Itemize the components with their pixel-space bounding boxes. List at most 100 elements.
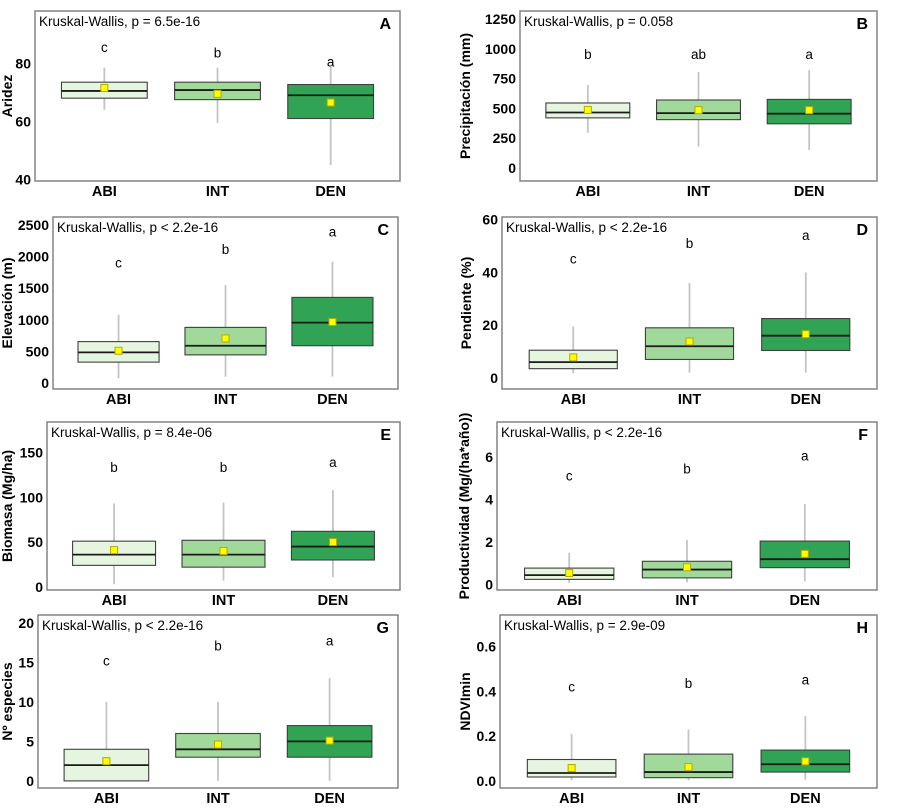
boxplot-int bbox=[174, 67, 261, 123]
kruskal-wallis-label: Kruskal-Wallis, p = 8.4e-06 bbox=[51, 425, 212, 440]
mean-point bbox=[328, 318, 337, 327]
x-category-label: DEN bbox=[790, 392, 821, 404]
y-tick-label: 2 bbox=[485, 534, 493, 550]
mean-point bbox=[685, 337, 694, 346]
boxplot-int bbox=[184, 285, 267, 377]
x-category-label: ABI bbox=[561, 392, 586, 404]
x-category-label: DEN bbox=[790, 791, 821, 807]
y-tick-label: 0 bbox=[26, 773, 34, 789]
x-category-label: ABI bbox=[94, 791, 119, 807]
boxplot-abi bbox=[77, 314, 160, 379]
y-axis-title: Aridez bbox=[0, 75, 15, 118]
panel-H: 0.0 0.2 0.4 0.6 NDVImin Kruskal-Wallis, p = 2… bbox=[457, 614, 878, 807]
mean-point bbox=[801, 757, 810, 766]
kruskal-wallis-label: Kruskal-Wallis, p < 2.2e-16 bbox=[501, 425, 662, 440]
significance-letter: b bbox=[584, 47, 592, 62]
significance-letter: b bbox=[222, 242, 230, 257]
x-category-label: ABI bbox=[102, 593, 127, 606]
boxplot-abi bbox=[524, 552, 615, 583]
boxplot-den bbox=[766, 70, 852, 151]
x-category-label: INT bbox=[206, 791, 230, 807]
y-tick-label: 50 bbox=[27, 534, 43, 550]
significance-letter: a bbox=[801, 449, 809, 464]
panel-G: 0 5 10 15 20 Nº especies Kruskal-Wallis, p < 2… bbox=[0, 614, 399, 807]
y-tick-label: 150 bbox=[20, 444, 44, 460]
significance-letter: b bbox=[220, 460, 228, 475]
x-category-label: DEN bbox=[314, 791, 345, 807]
y-tick-label: 250 bbox=[493, 130, 517, 146]
significance-letter: b bbox=[685, 676, 693, 691]
significance-letter: a bbox=[802, 673, 810, 688]
kruskal-wallis-label: Kruskal-Wallis, p = 0.058 bbox=[524, 14, 673, 29]
panel-D: 0 20 40 60 Pendiente (%) Kruskal-Wallis, p < … bbox=[458, 212, 878, 404]
kruskal-wallis-label: Kruskal-Wallis, p < 2.2e-16 bbox=[57, 220, 218, 235]
y-tick-label: 1250 bbox=[485, 11, 516, 27]
significance-letter: c bbox=[566, 469, 573, 484]
y-tick-label: 750 bbox=[493, 71, 517, 87]
mean-point bbox=[683, 563, 691, 572]
panel-letter: F bbox=[858, 427, 868, 444]
significance-letter: c bbox=[101, 40, 108, 55]
panel-E: 0 50 100 150 Biomasa (Mg/ha) Kruskal-Wallis, … bbox=[0, 421, 401, 606]
y-tick-label: 4 bbox=[485, 492, 493, 508]
mean-point bbox=[114, 346, 123, 355]
x-category-label: ABI bbox=[92, 184, 117, 200]
significance-letter: c bbox=[103, 653, 110, 668]
x-category-label: ABI bbox=[559, 791, 584, 807]
x-category-label: DEN bbox=[794, 184, 825, 200]
y-tick-label: 1000 bbox=[18, 312, 49, 328]
panel-B: 0 250 500 750 1000 1250 Precipitación (mm) Krus… bbox=[457, 10, 878, 200]
mean-point bbox=[213, 89, 222, 98]
mean-point bbox=[328, 538, 337, 547]
y-tick-label: 100 bbox=[20, 489, 44, 505]
mean-point bbox=[110, 546, 119, 555]
mean-point bbox=[326, 98, 335, 107]
y-tick-label: 0 bbox=[508, 160, 516, 176]
y-tick-label: 0.0 bbox=[477, 773, 497, 789]
x-category-label: INT bbox=[678, 392, 702, 404]
boxplot-den bbox=[761, 272, 851, 373]
boxplot-abi bbox=[63, 701, 150, 782]
boxplot-abi bbox=[526, 733, 617, 781]
y-tick-label: 2500 bbox=[18, 217, 49, 233]
panel-letter: A bbox=[379, 16, 391, 33]
boxplot-int bbox=[644, 282, 735, 373]
y-tick-label: 0.6 bbox=[477, 638, 497, 654]
panel-letter: G bbox=[377, 620, 389, 637]
x-category-label: INT bbox=[212, 593, 236, 606]
significance-letter: c bbox=[568, 679, 575, 694]
boxplot-int bbox=[641, 540, 733, 583]
mean-point bbox=[801, 330, 810, 339]
boxplot-den bbox=[760, 715, 851, 780]
mean-point bbox=[567, 764, 576, 773]
y-tick-label: 0 bbox=[35, 579, 43, 595]
significance-letter: a bbox=[329, 224, 337, 239]
y-axis-title: Precipitación (mm) bbox=[457, 33, 473, 159]
y-tick-label: 40 bbox=[482, 264, 498, 280]
y-axis-title: Nº especies bbox=[0, 662, 15, 740]
kruskal-wallis-label: Kruskal-Wallis, p < 2.2e-16 bbox=[506, 220, 667, 235]
x-category-label: DEN bbox=[315, 184, 346, 200]
mean-point bbox=[694, 106, 703, 115]
y-tick-label: 0 bbox=[41, 375, 49, 391]
boxplot-abi bbox=[528, 326, 618, 374]
y-axis-title: Biomasa (Mg/ha) bbox=[0, 450, 15, 562]
x-category-label: INT bbox=[675, 593, 699, 606]
y-tick-label: 60 bbox=[482, 212, 498, 228]
boxplot-int bbox=[181, 502, 266, 581]
y-axis-title: NDVImin bbox=[457, 672, 473, 730]
boxplot-int bbox=[656, 71, 741, 147]
panel-letter: E bbox=[380, 427, 391, 444]
mean-point bbox=[569, 353, 578, 362]
y-tick-label: 5 bbox=[26, 733, 34, 749]
y-tick-label: 500 bbox=[26, 343, 50, 359]
kruskal-wallis-label: Kruskal-Wallis, p < 2.2e-16 bbox=[42, 618, 203, 633]
y-tick-label: 6 bbox=[485, 449, 493, 465]
significance-letter: a bbox=[805, 47, 813, 62]
significance-letter: ab bbox=[691, 47, 706, 62]
y-tick-label: 80 bbox=[15, 55, 31, 71]
y-tick-label: 10 bbox=[18, 694, 34, 710]
y-tick-label: 1000 bbox=[485, 41, 516, 57]
boxplot-int bbox=[175, 701, 261, 781]
